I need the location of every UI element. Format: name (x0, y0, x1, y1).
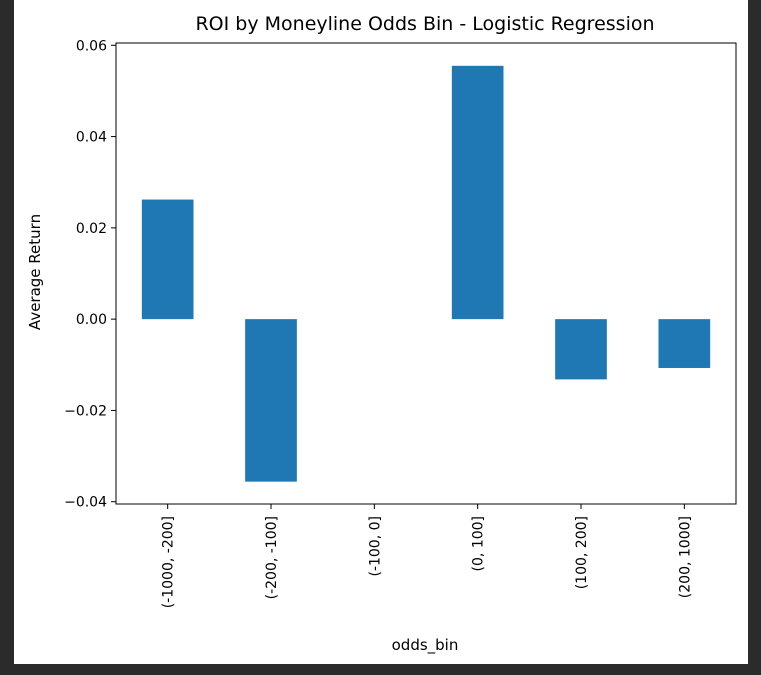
y-axis-ticks: 0.06 0.04 0.02 0.00 −0.02 −0.04 (64, 38, 116, 510)
x-tick-label: (0, 100] (471, 516, 487, 571)
x-axis-label: odds_bin (392, 636, 459, 655)
chart-figure: ROI by Moneyline Odds Bin - Logistic Reg… (14, 0, 748, 664)
bar (142, 200, 194, 320)
bar (245, 319, 297, 481)
y-tick-label: −0.04 (64, 495, 107, 511)
y-tick-label: 0.02 (76, 221, 107, 237)
chart-title: ROI by Moneyline Odds Bin - Logistic Reg… (195, 13, 654, 35)
x-tick-label: (-1000, -200] (161, 516, 177, 608)
x-tick-label: (200, 1000] (677, 516, 693, 598)
bar (452, 66, 504, 319)
x-axis-ticks: (-1000, -200] (-200, -100] (-100, 0] (0, 10… (161, 504, 694, 608)
x-tick-label: (100, 200] (574, 516, 590, 589)
x-tick-label: (-200, -100] (264, 516, 280, 599)
bar (659, 319, 711, 368)
y-tick-label: 0.00 (76, 312, 107, 328)
y-tick-label: 0.06 (76, 38, 107, 54)
bars (142, 66, 710, 482)
y-tick-label: 0.04 (76, 130, 107, 146)
y-tick-label: −0.02 (64, 403, 107, 419)
x-tick-label: (-100, 0] (367, 516, 383, 577)
plot-frame (116, 43, 736, 504)
bar (555, 319, 607, 379)
bar-chart: ROI by Moneyline Odds Bin - Logistic Reg… (14, 0, 748, 664)
y-axis-label: Average Return (26, 214, 44, 330)
